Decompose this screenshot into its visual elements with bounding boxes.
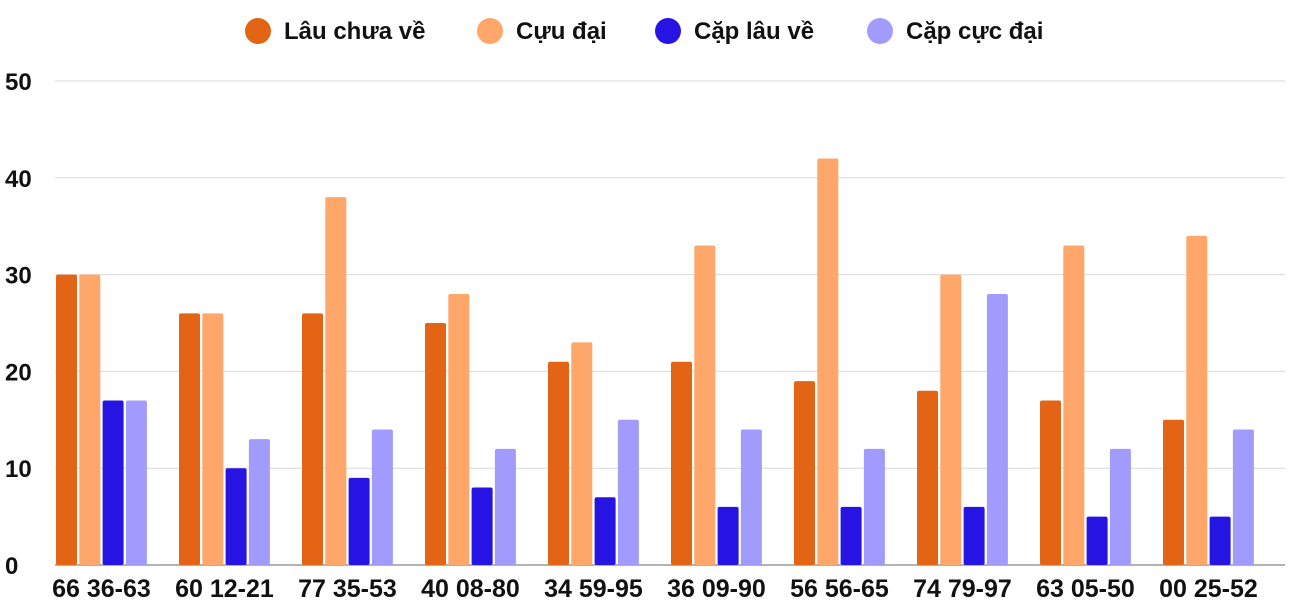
bar-cặp-cực-đại-4 [617, 419, 639, 565]
bar-cặp-lâu-về-1 [225, 468, 247, 565]
bar-cặp-cực-đại-8 [1109, 448, 1131, 565]
bar-lâu-chưa-về-3 [425, 323, 446, 565]
y-tick-label: 20 [5, 359, 32, 386]
bar-cặp-lâu-về-0 [102, 400, 124, 565]
x-tick-label: 66 36-63 [52, 575, 151, 600]
legend-item: Cặp lâu về [655, 18, 814, 45]
x-tick-label: 63 05-50 [1036, 575, 1135, 600]
bar-cặp-cực-đại-6 [863, 448, 885, 565]
legend-swatch [245, 18, 271, 44]
x-tick-label: 56 56-65 [790, 575, 889, 600]
legend-item: Cựu đại [477, 18, 607, 45]
x-tick-label: 77 35-53 [298, 575, 397, 600]
bar-cựu-đại-6 [817, 158, 839, 565]
bar-lâu-chưa-về-4 [548, 361, 569, 565]
bars [56, 158, 1254, 565]
legend-swatch [867, 18, 893, 44]
x-tick-label: 36 09-90 [667, 575, 766, 600]
legend-label: Lâu chưa về [284, 18, 425, 45]
legend-swatch [477, 18, 503, 44]
legend-label: Cựu đại [516, 18, 607, 45]
bar-cựu-đại-3 [448, 293, 470, 565]
x-tick-label: 60 12-21 [175, 575, 274, 600]
y-tick-label: 30 [5, 263, 32, 290]
legend-swatch [655, 18, 681, 44]
bar-lâu-chưa-về-0 [56, 274, 77, 565]
bar-cặp-lâu-về-9 [1209, 516, 1231, 565]
legend: Lâu chưa về Cựu đại Cặp lâu về Cặp cực đại [245, 18, 1043, 45]
x-tick-label: 74 79-97 [913, 575, 1012, 600]
bar-cặp-lâu-về-6 [840, 506, 862, 565]
bar-cựu-đại-8 [1063, 245, 1085, 565]
bar-cặp-lâu-về-3 [471, 487, 493, 565]
bar-cựu-đại-2 [325, 197, 347, 565]
legend-label: Cặp lâu về [694, 18, 814, 45]
bar-cựu-đại-1 [202, 313, 224, 565]
bar-cặp-cực-đại-3 [494, 448, 516, 565]
y-tick-label: 50 [5, 69, 32, 96]
bar-lâu-chưa-về-8 [1040, 400, 1061, 565]
bar-cặp-cực-đại-0 [125, 400, 147, 565]
x-tick-label: 00 25-52 [1159, 575, 1258, 600]
bar-lâu-chưa-về-7 [917, 390, 938, 565]
legend-label: Cặp cực đại [906, 18, 1043, 45]
bar-cặp-cực-đại-2 [371, 429, 393, 565]
bar-cặp-cực-đại-1 [248, 439, 270, 565]
bar-cặp-lâu-về-2 [348, 477, 370, 565]
bar-cựu-đại-5 [694, 245, 716, 565]
bar-lâu-chưa-về-6 [794, 381, 815, 565]
y-tick-label: 10 [5, 456, 32, 483]
x-axis: 66 36-63 60 12-21 77 35-53 40 08-80 34 59-95… [52, 575, 1258, 600]
bar-lâu-chưa-về-9 [1163, 419, 1184, 565]
y-axis: 0 10 20 30 40 50 [5, 69, 32, 580]
bar-cựu-đại-9 [1186, 235, 1208, 565]
bar-cặp-lâu-về-7 [963, 506, 985, 565]
bar-cựu-đại-7 [940, 274, 962, 565]
x-tick-label: 34 59-95 [544, 575, 643, 600]
y-tick-label: 40 [5, 166, 32, 193]
x-tick-label: 40 08-80 [421, 575, 520, 600]
bar-lâu-chưa-về-1 [179, 313, 200, 565]
y-tick-label: 0 [5, 553, 18, 580]
legend-item: Lâu chưa về [245, 18, 425, 45]
bar-cặp-cực-đại-9 [1232, 429, 1254, 565]
bar-cặp-lâu-về-4 [594, 497, 616, 565]
bar-cặp-cực-đại-5 [740, 429, 762, 565]
bar-lâu-chưa-về-5 [671, 361, 692, 565]
bar-cặp-lâu-về-8 [1086, 516, 1108, 565]
bar-cựu-đại-4 [571, 342, 593, 565]
bar-cặp-cực-đại-7 [986, 293, 1008, 565]
bar-cặp-lâu-về-5 [717, 506, 739, 565]
legend-item: Cặp cực đại [867, 18, 1043, 45]
bar-cựu-đại-0 [79, 274, 101, 565]
bar-lâu-chưa-về-2 [302, 313, 323, 565]
